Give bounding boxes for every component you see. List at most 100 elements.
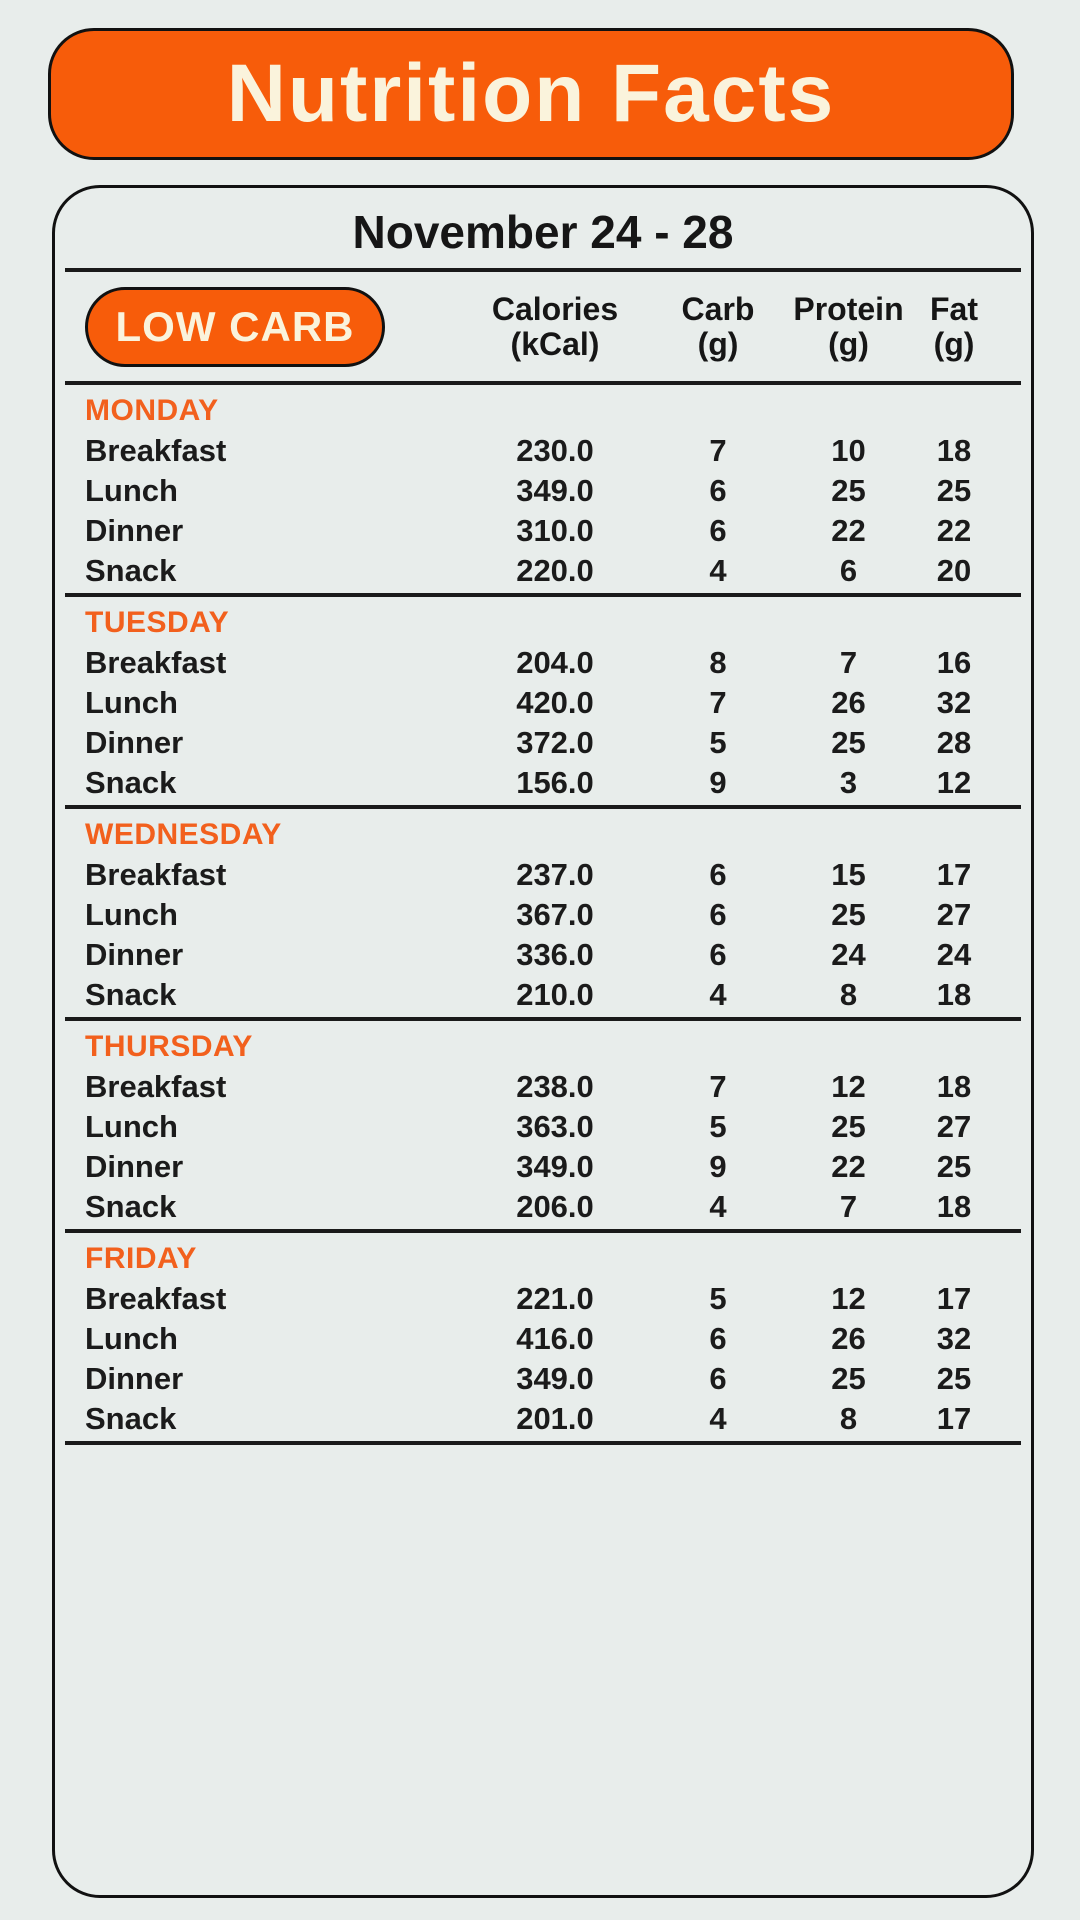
fat-value: 17 (936, 1281, 972, 1316)
table-row: Lunch 367.0 6 25 27 (65, 895, 1021, 935)
table-row: Breakfast 237.0 6 15 17 (65, 855, 1021, 895)
calories-value: 201.0 (516, 1401, 594, 1436)
divider (65, 1441, 1021, 1445)
day-label: MONDAY (85, 394, 219, 427)
meal-label: Dinner (85, 513, 184, 548)
fat-value: 32 (936, 1321, 972, 1356)
meal-label: Snack (85, 1401, 177, 1436)
carb-value: 7 (709, 685, 727, 720)
protein-value: 7 (839, 645, 858, 680)
carb-value: 6 (709, 513, 727, 548)
nutrition-card: November 24 - 28 LOW CARB Calories (kCal… (52, 185, 1034, 1898)
table-header-row: LOW CARB Calories (kCal) Carb (g) Protei… (65, 272, 1021, 381)
column-unit: (kCal) (510, 325, 600, 362)
meal-label: Dinner (85, 937, 184, 972)
column-label: Carb (681, 290, 755, 327)
meal-label: Lunch (85, 1109, 178, 1144)
protein-value: 24 (831, 937, 866, 972)
protein-value: 25 (831, 1109, 866, 1144)
column-label: Calories (491, 290, 619, 327)
fat-value: 18 (936, 977, 972, 1012)
table-row: Dinner 349.0 9 22 25 (65, 1147, 1021, 1187)
calories-value: 372.0 (516, 725, 594, 760)
fat-value: 25 (936, 1149, 972, 1184)
calories-value: 349.0 (516, 1149, 594, 1184)
carb-value: 7 (709, 433, 727, 468)
calories-value: 238.0 (516, 1069, 594, 1104)
calories-value: 206.0 (516, 1189, 594, 1224)
protein-value: 26 (831, 1321, 866, 1356)
calories-value: 367.0 (516, 897, 594, 932)
carb-value: 6 (709, 897, 727, 932)
table-row: Dinner 310.0 6 22 22 (65, 511, 1021, 551)
meal-label: Lunch (85, 897, 178, 932)
column-header-carb: Carb (g) (659, 292, 777, 361)
column-unit: (g) (697, 325, 739, 362)
meal-label: Lunch (85, 685, 178, 720)
fat-value: 17 (936, 1401, 972, 1436)
column-unit: (g) (933, 325, 975, 362)
protein-value: 22 (831, 1149, 866, 1184)
meal-label: Breakfast (85, 1281, 227, 1316)
table-row: Breakfast 221.0 5 12 17 (65, 1279, 1021, 1319)
calories-value: 363.0 (516, 1109, 594, 1144)
meal-label: Snack (85, 1189, 177, 1224)
fat-value: 32 (936, 685, 972, 720)
meal-label: Dinner (85, 1361, 184, 1396)
fat-value: 24 (936, 937, 972, 972)
carb-value: 5 (709, 1109, 727, 1144)
protein-value: 8 (839, 1401, 858, 1436)
table-row: Breakfast 204.0 8 7 16 (65, 643, 1021, 683)
calories-value: 237.0 (516, 857, 594, 892)
table-row: Snack 210.0 4 8 18 (65, 975, 1021, 1015)
fat-value: 18 (936, 433, 972, 468)
carb-value: 9 (709, 1149, 727, 1184)
divider (65, 268, 1021, 272)
protein-value: 7 (839, 1189, 858, 1224)
table-row: Lunch 349.0 6 25 25 (65, 471, 1021, 511)
protein-value: 15 (831, 857, 866, 892)
divider (65, 1017, 1021, 1021)
day-section-monday: MONDAY Breakfast 230.0 7 10 18 Lunch 349… (55, 385, 1031, 593)
fat-value: 17 (936, 857, 972, 892)
calories-value: 230.0 (516, 433, 594, 468)
calories-value: 420.0 (516, 685, 594, 720)
calories-value: 310.0 (516, 513, 594, 548)
low-carb-badge: LOW CARB (85, 286, 385, 367)
calories-value: 210.0 (516, 977, 594, 1012)
calories-value: 156.0 (516, 765, 594, 800)
carb-value: 4 (709, 977, 727, 1012)
day-label: THURSDAY (85, 1030, 253, 1063)
carb-value: 6 (709, 473, 727, 508)
divider (65, 593, 1021, 597)
fat-value: 27 (936, 1109, 972, 1144)
day-section-tuesday: TUESDAY Breakfast 204.0 8 7 16 Lunch 420… (55, 597, 1031, 805)
day-section-thursday: THURSDAY Breakfast 238.0 7 12 18 Lunch 3… (55, 1021, 1031, 1229)
table-row: Breakfast 238.0 7 12 18 (65, 1067, 1021, 1107)
day-section-friday: FRIDAY Breakfast 221.0 5 12 17 Lunch 416… (55, 1233, 1031, 1441)
carb-value: 7 (709, 1069, 727, 1104)
table-row: Breakfast 230.0 7 10 18 (65, 431, 1021, 471)
protein-value: 25 (831, 1361, 866, 1396)
carb-value: 6 (709, 857, 727, 892)
meal-label: Breakfast (85, 857, 227, 892)
meal-label: Breakfast (85, 1069, 227, 1104)
fat-value: 16 (936, 645, 972, 680)
day-label: FRIDAY (85, 1242, 197, 1275)
table-row: Lunch 416.0 6 26 32 (65, 1319, 1021, 1359)
date-range-title: November 24 - 28 (352, 206, 734, 258)
fat-value: 28 (936, 725, 972, 760)
carb-value: 8 (709, 645, 727, 680)
meal-label: Snack (85, 765, 177, 800)
day-label: TUESDAY (85, 606, 230, 639)
fat-value: 12 (936, 765, 972, 800)
badge-cell: LOW CARB (65, 286, 451, 367)
protein-value: 6 (839, 553, 858, 588)
table-row: Dinner 336.0 6 24 24 (65, 935, 1021, 975)
calories-value: 336.0 (516, 937, 594, 972)
fat-value: 22 (936, 513, 972, 548)
column-unit: (g) (828, 325, 869, 362)
protein-value: 3 (839, 765, 858, 800)
table-row: Snack 206.0 4 7 18 (65, 1187, 1021, 1227)
divider (65, 805, 1021, 809)
